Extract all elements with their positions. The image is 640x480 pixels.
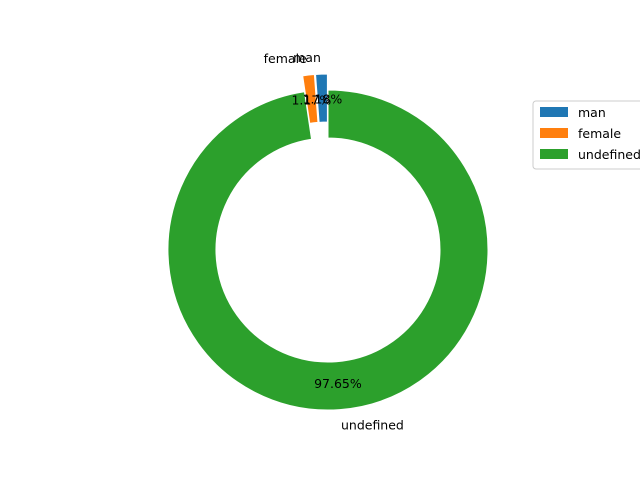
legend-swatch-undefined	[540, 149, 568, 159]
legend-swatch-female	[540, 128, 568, 138]
donut-slices	[167, 73, 489, 411]
legend-swatch-man	[540, 107, 568, 117]
slice-label-undefined: undefined	[341, 418, 404, 433]
legend-label-undefined: undefined	[578, 147, 640, 162]
legend-label-female: female	[578, 126, 621, 141]
slice-undefined	[167, 89, 489, 411]
slice-labels: man 1.18% female 1.17% undefined 97.65%	[264, 50, 404, 432]
slice-percent-female: 1.17%	[291, 93, 331, 108]
slice-label-man: man	[293, 50, 321, 65]
slice-label-female: female	[264, 51, 307, 66]
slice-percent-undefined: 97.65%	[314, 376, 362, 391]
legend: man female undefined	[532, 100, 640, 170]
slice-percent-man: 1.18%	[303, 92, 343, 107]
legend-label-man: man	[578, 105, 606, 120]
slice-man	[315, 73, 328, 123]
slice-female	[302, 74, 319, 124]
